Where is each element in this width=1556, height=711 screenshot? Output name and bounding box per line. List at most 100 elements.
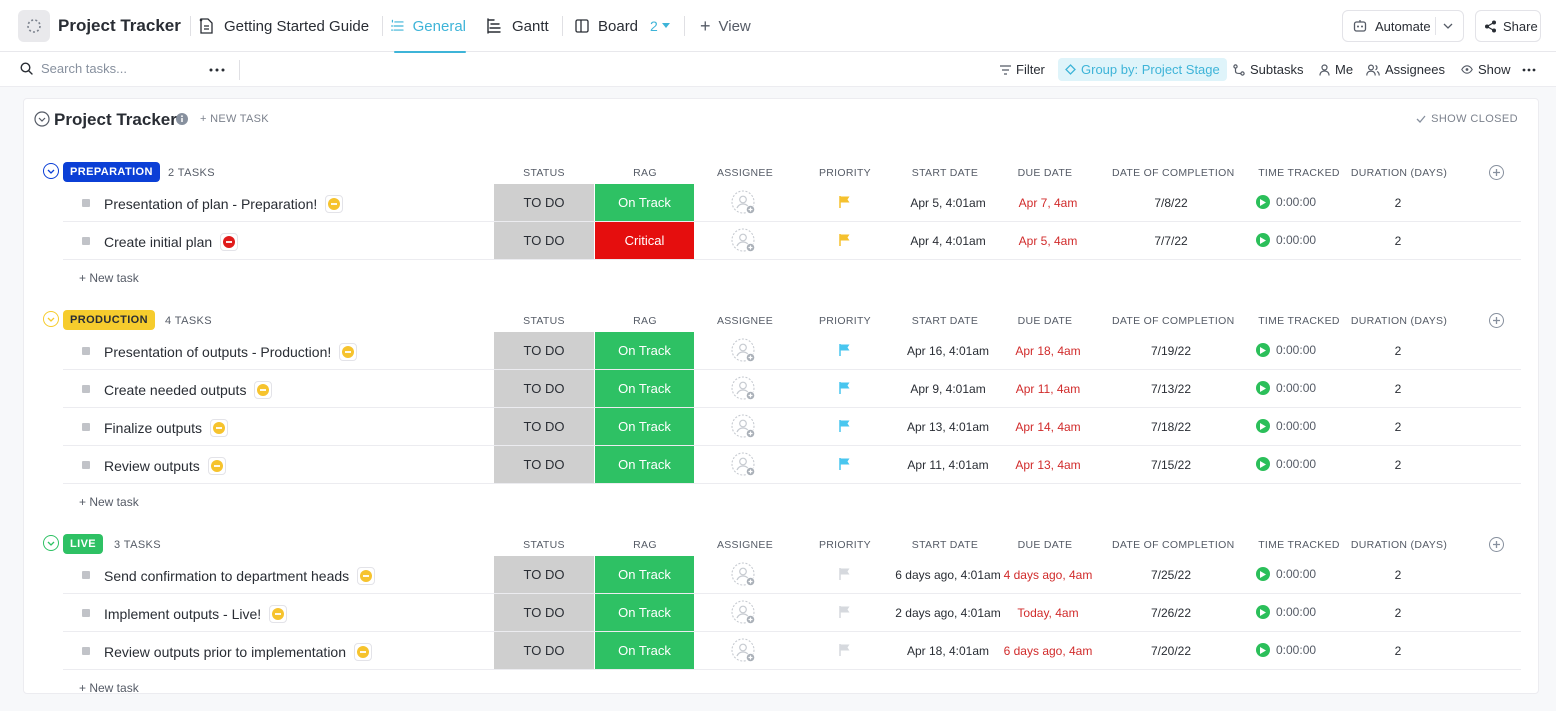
priority-flag-icon[interactable]: [838, 419, 852, 433]
filter-button[interactable]: Filter: [1000, 52, 1045, 87]
task-name[interactable]: Finalize outputs: [104, 419, 229, 437]
start-date-cell[interactable]: Apr 5, 4:01am: [910, 196, 986, 210]
priority-flag-icon[interactable]: [838, 457, 852, 471]
completion-date-cell[interactable]: 7/13/22: [1150, 382, 1192, 396]
task-tag-chip[interactable]: [269, 605, 288, 623]
task-name[interactable]: Create initial plan: [104, 233, 239, 251]
column-header-completion[interactable]: DATE OF COMPLETION: [1112, 167, 1235, 179]
add-assignee-icon[interactable]: [731, 452, 757, 478]
play-icon[interactable]: [1256, 605, 1270, 619]
play-icon[interactable]: [1256, 343, 1270, 357]
column-header-priority[interactable]: PRIORITY: [819, 539, 871, 551]
add-assignee-icon[interactable]: [731, 638, 757, 664]
column-header-rag[interactable]: RAG: [633, 315, 657, 327]
task-status-square[interactable]: [82, 423, 90, 431]
task-tag-chip[interactable]: [357, 567, 376, 585]
add-assignee-icon[interactable]: [731, 190, 757, 216]
priority-flag-icon[interactable]: [838, 195, 852, 209]
subtasks-button[interactable]: Subtasks: [1233, 52, 1303, 87]
due-date-cell[interactable]: Apr 14, 4am: [1015, 420, 1081, 434]
add-assignee-icon[interactable]: [731, 414, 757, 440]
task-tag-chip[interactable]: [354, 643, 373, 661]
new-task-row-button[interactable]: + New task: [79, 681, 139, 695]
time-tracked-cell[interactable]: 0:00:00: [1256, 195, 1316, 209]
task-tag-chip[interactable]: [220, 233, 239, 251]
play-icon[interactable]: [1256, 457, 1270, 471]
show-button[interactable]: Show: [1461, 52, 1511, 87]
start-date-cell[interactable]: 6 days ago, 4:01am: [895, 568, 1001, 582]
status-cell[interactable]: TO DO: [494, 446, 594, 483]
priority-flag-icon[interactable]: [838, 643, 852, 657]
more-options-button[interactable]: [1522, 52, 1536, 87]
task-name[interactable]: Review outputs: [104, 457, 226, 475]
duration-cell[interactable]: 2: [1394, 568, 1402, 582]
column-header-priority[interactable]: PRIORITY: [819, 167, 871, 179]
task-status-square[interactable]: [82, 571, 90, 579]
me-filter-button[interactable]: Me: [1319, 52, 1353, 87]
status-cell[interactable]: TO DO: [494, 184, 594, 221]
status-cell[interactable]: TO DO: [494, 594, 594, 631]
due-date-cell[interactable]: 6 days ago, 4am: [1003, 644, 1093, 658]
play-icon[interactable]: [1256, 195, 1270, 209]
status-cell[interactable]: TO DO: [494, 332, 594, 369]
duration-cell[interactable]: 2: [1394, 196, 1402, 210]
add-assignee-icon[interactable]: [731, 562, 757, 588]
task-status-square[interactable]: [82, 199, 90, 207]
time-tracked-cell[interactable]: 0:00:00: [1256, 605, 1316, 619]
collapse-list-icon[interactable]: [34, 111, 50, 127]
duration-cell[interactable]: 2: [1394, 382, 1402, 396]
start-date-cell[interactable]: 2 days ago, 4:01am: [895, 606, 1001, 620]
add-assignee-icon[interactable]: [731, 376, 757, 402]
priority-flag-icon[interactable]: [838, 343, 852, 357]
caret-down-icon[interactable]: [661, 23, 670, 29]
rag-cell[interactable]: On Track: [595, 556, 694, 593]
column-header-start-date[interactable]: START DATE: [911, 315, 979, 327]
task-row[interactable]: Implement outputs - Live! TO DO On Track …: [63, 594, 1521, 632]
rag-cell[interactable]: On Track: [595, 184, 694, 221]
add-assignee-icon[interactable]: [731, 338, 757, 364]
completion-date-cell[interactable]: 7/26/22: [1150, 606, 1192, 620]
column-header-status[interactable]: STATUS: [523, 167, 565, 179]
task-name[interactable]: Presentation of plan - Preparation!: [104, 195, 344, 213]
info-icon[interactable]: [176, 113, 188, 125]
share-button[interactable]: Share: [1475, 10, 1541, 42]
priority-flag-icon[interactable]: [838, 233, 852, 247]
due-date-cell[interactable]: Apr 18, 4am: [1015, 344, 1081, 358]
start-date-cell[interactable]: Apr 18, 4:01am: [906, 644, 990, 658]
task-status-square[interactable]: [82, 647, 90, 655]
tab-general[interactable]: General: [390, 0, 466, 53]
time-tracked-cell[interactable]: 0:00:00: [1256, 567, 1316, 581]
group-collapse-toggle[interactable]: [43, 163, 59, 179]
status-cell[interactable]: TO DO: [494, 408, 594, 445]
due-date-cell[interactable]: Apr 13, 4am: [1015, 458, 1081, 472]
automate-button[interactable]: Automate: [1342, 10, 1464, 42]
completion-date-cell[interactable]: 7/20/22: [1150, 644, 1192, 658]
completion-date-cell[interactable]: 7/25/22: [1150, 568, 1192, 582]
search-input[interactable]: [41, 61, 201, 76]
rag-cell[interactable]: On Track: [595, 408, 694, 445]
play-icon[interactable]: [1256, 381, 1270, 395]
column-header-due-date[interactable]: DUE DATE: [1017, 539, 1073, 551]
column-header-time-tracked[interactable]: TIME TRACKED: [1258, 539, 1340, 551]
project-icon[interactable]: [18, 10, 50, 42]
tab-getting-started-guide[interactable]: Getting Started Guide: [198, 0, 369, 52]
task-status-square[interactable]: [82, 461, 90, 469]
tab-gantt[interactable]: Gantt: [486, 0, 549, 52]
task-row[interactable]: Review outputs prior to implementation T…: [63, 632, 1521, 670]
task-name[interactable]: Create needed outputs: [104, 381, 273, 399]
duration-cell[interactable]: 2: [1394, 420, 1402, 434]
due-date-cell[interactable]: Today, 4am: [1017, 606, 1079, 620]
task-status-square[interactable]: [82, 347, 90, 355]
column-header-due-date[interactable]: DUE DATE: [1017, 315, 1073, 327]
task-tag-chip[interactable]: [339, 343, 358, 361]
task-status-square[interactable]: [82, 609, 90, 617]
time-tracked-cell[interactable]: 0:00:00: [1256, 419, 1316, 433]
assignees-button[interactable]: Assignees: [1366, 52, 1445, 87]
status-cell[interactable]: TO DO: [494, 632, 594, 669]
duration-cell[interactable]: 2: [1394, 644, 1402, 658]
add-view-button[interactable]: + View: [700, 0, 751, 52]
start-date-cell[interactable]: Apr 16, 4:01am: [906, 344, 990, 358]
column-header-assignee[interactable]: ASSIGNEE: [716, 539, 774, 551]
due-date-cell[interactable]: Apr 7, 4am: [1018, 196, 1078, 210]
column-header-duration[interactable]: DURATION (DAYS): [1350, 167, 1448, 179]
